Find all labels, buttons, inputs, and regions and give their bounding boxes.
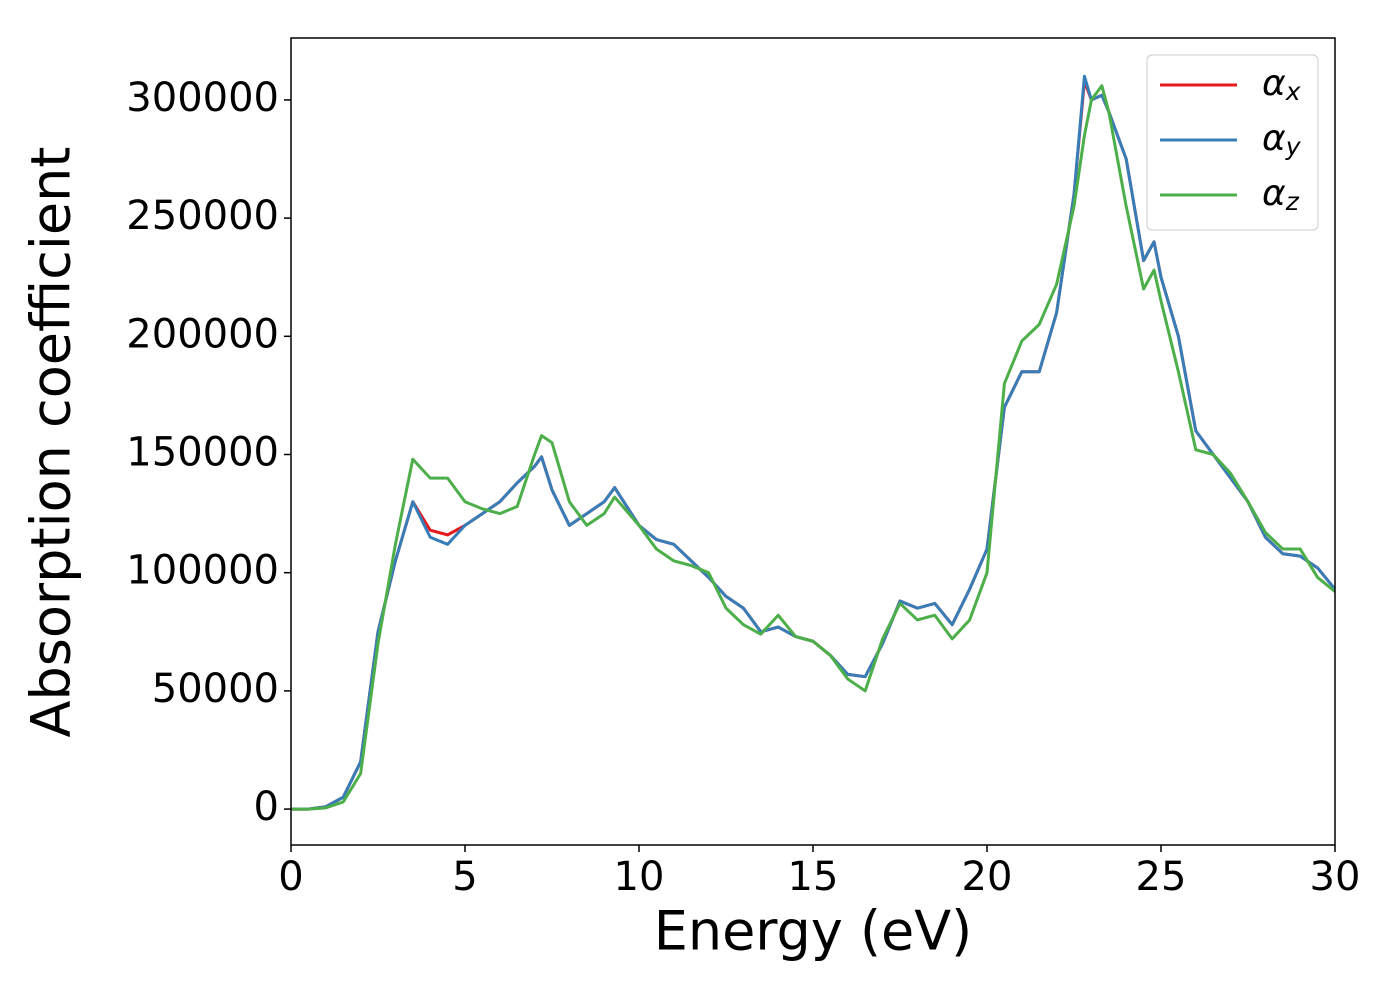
y-tick-label: 300000 <box>126 75 279 121</box>
x-tick-label: 20 <box>962 854 1013 900</box>
x-tick-label: 15 <box>788 854 839 900</box>
y-tick-label: 100000 <box>126 548 279 594</box>
x-axis-label: Energy (eV) <box>654 900 973 963</box>
legend-label: αz <box>1262 173 1300 216</box>
legend-label: αx <box>1262 63 1301 106</box>
series-line <box>291 84 1335 811</box>
x-tick-label: 30 <box>1310 854 1361 900</box>
x-tick-label: 0 <box>278 854 303 900</box>
x-tick-label: 10 <box>614 854 665 900</box>
y-tick-label: 0 <box>254 784 279 830</box>
plot-frame <box>290 37 1336 846</box>
y-tick-label: 250000 <box>126 193 279 239</box>
y-axis-label: Absorption coefficient <box>20 147 83 738</box>
y-tick-label: 200000 <box>126 311 279 357</box>
legend-label: αy <box>1262 118 1302 161</box>
x-tick-label: 25 <box>1136 854 1187 900</box>
y-tick-label: 50000 <box>152 666 279 712</box>
x-tick-label: 5 <box>452 854 477 900</box>
legend-box <box>1146 54 1319 231</box>
y-tick-label: 150000 <box>126 430 279 476</box>
